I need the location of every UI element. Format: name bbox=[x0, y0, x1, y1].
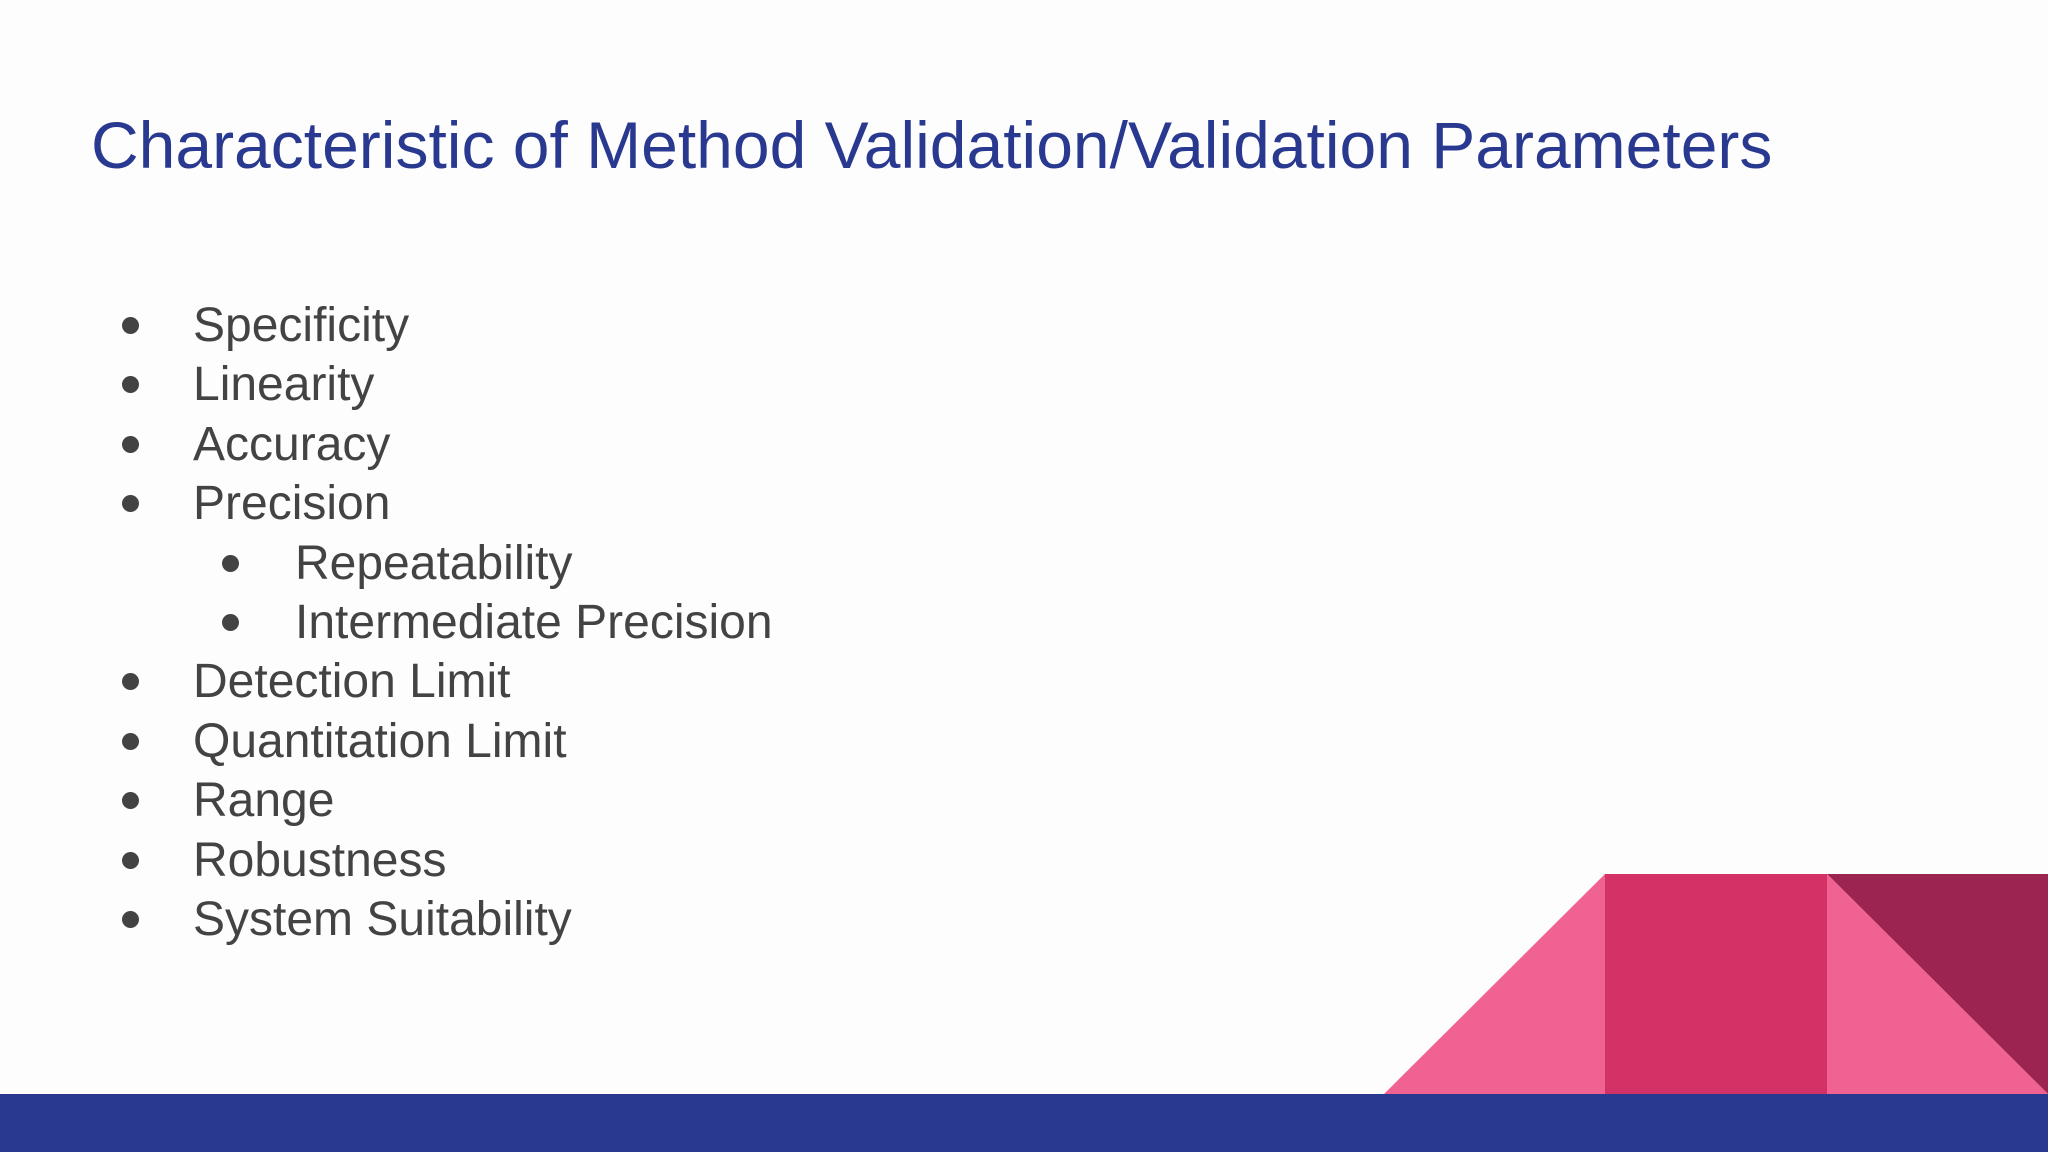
bullet-text: Accuracy bbox=[193, 417, 391, 471]
bullet-text: Repeatability bbox=[295, 536, 573, 590]
bullet-dot bbox=[122, 851, 139, 869]
bullet-dot bbox=[122, 792, 139, 810]
bullet-text: Quantitation Limit bbox=[193, 714, 567, 768]
bullet-text: Robustness bbox=[193, 833, 447, 887]
bullet-dot bbox=[122, 732, 139, 750]
bullet-dot bbox=[122, 317, 139, 334]
bottom-band bbox=[0, 1094, 2048, 1152]
pink-block bbox=[1605, 874, 1827, 1094]
pink-triangle bbox=[1384, 874, 1605, 1094]
light-triangle bbox=[1827, 874, 2048, 1094]
bullet-dot bbox=[122, 495, 139, 513]
bullet-dot bbox=[122, 376, 139, 394]
bullet-text: System Suitability bbox=[193, 892, 572, 946]
bullet-text: Precision bbox=[193, 477, 391, 531]
bullet-dot bbox=[122, 910, 139, 928]
slide-title: Characteristic of Method Validation/Vali… bbox=[91, 108, 1773, 182]
bullet-dot bbox=[222, 613, 239, 631]
bullet-dot bbox=[122, 673, 139, 691]
bullet-dot bbox=[122, 435, 139, 453]
bullet-text: Specificity bbox=[193, 299, 410, 352]
bullet-text: Intermediate Precision bbox=[295, 595, 773, 649]
bullet-text: Detection Limit bbox=[193, 655, 511, 709]
bullet-text: Linearity bbox=[193, 358, 375, 412]
bullet-dot bbox=[222, 554, 239, 572]
bullet-text: Range bbox=[193, 774, 335, 828]
